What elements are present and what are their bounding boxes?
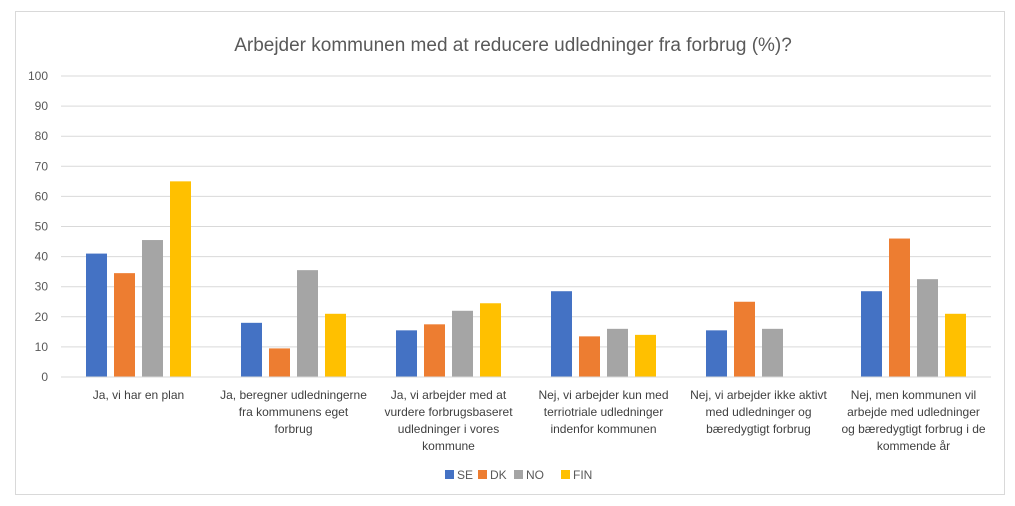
bars	[86, 181, 966, 377]
bar-fin	[945, 313, 966, 377]
bar-se	[396, 330, 417, 377]
bar-se	[86, 253, 107, 377]
x-category-label-line: Nej, men kommunen vil	[851, 388, 976, 402]
y-tick-label: 60	[35, 189, 49, 203]
y-tick-label: 10	[35, 340, 49, 354]
chart-svg: Arbejder kommunen med at reducere udledn…	[28, 35, 991, 482]
x-category-label-line: Nej, vi arbejder ikke aktivt	[690, 388, 827, 402]
x-category-label-line: Nej, vi arbejder kun med	[538, 388, 668, 402]
x-category-label-line: terriotriale udledninger	[544, 405, 663, 419]
bar-no	[917, 279, 938, 377]
bar-fin	[635, 334, 656, 377]
x-category-label-line: fra kommunens eget	[239, 405, 349, 419]
x-category-label-line: udledninger i vores	[398, 422, 499, 436]
x-category-label-line: bæredygtigt forbrug	[706, 422, 811, 436]
bar-se	[551, 291, 572, 377]
legend-label-no: NO	[526, 468, 544, 482]
y-tick-label: 70	[35, 159, 49, 173]
y-tick-label: 40	[35, 250, 49, 264]
bar-se	[861, 291, 882, 377]
x-category-label-line: kommende år	[877, 439, 950, 453]
legend: SE DK NO FIN	[445, 468, 592, 482]
x-category-label-line: indenfor kommunen	[550, 422, 656, 436]
x-category-label: Nej, vi arbejder ikke aktivt med udlednin…	[690, 388, 827, 436]
x-category-label-line: arbejde med udledninger	[847, 405, 980, 419]
bar-dk	[889, 238, 910, 377]
y-tick-label: 30	[35, 280, 49, 294]
chart-frame: Arbejder kommunen med at reducere udledn…	[15, 11, 1005, 495]
bar-dk	[579, 336, 600, 377]
bar-se	[706, 330, 727, 377]
y-tick-label: 90	[35, 99, 49, 113]
legend-swatch-fin	[561, 470, 570, 479]
x-category-label-line: kommune	[422, 439, 475, 453]
x-category-label-line: vurdere forbrugsbaseret	[384, 405, 513, 419]
bar-se	[241, 322, 262, 377]
bar-fin	[480, 303, 501, 377]
x-category-label-line: Ja, vi arbejder med at	[391, 388, 507, 402]
x-category-label-line: og bæredygtigt forbrug i de	[841, 422, 985, 436]
x-category-label-line: med udledninger og	[705, 405, 811, 419]
legend-label-fin: FIN	[573, 468, 592, 482]
gridlines	[61, 75, 991, 348]
legend-label-se: SE	[457, 468, 473, 482]
bar-dk	[114, 273, 135, 377]
legend-swatch-no	[514, 470, 523, 479]
legend-swatch-se	[445, 470, 454, 479]
x-category-label: Ja, vi har en plan	[93, 388, 184, 402]
y-axis-ticks: 0 10 20 30 40 50 60 70 80 90 100	[28, 69, 48, 384]
y-tick-label: 50	[35, 220, 49, 234]
y-tick-label: 80	[35, 129, 49, 143]
category-labels: Ja, vi har en plan Ja, beregner udledning…	[93, 388, 986, 453]
legend-swatch-dk	[478, 470, 487, 479]
bar-dk	[269, 348, 290, 377]
bar-fin	[170, 181, 191, 377]
x-category-label: Ja, beregner udledningerne fra kommunens …	[220, 388, 367, 436]
bar-no	[297, 270, 318, 377]
bar-no	[607, 328, 628, 377]
x-category-label: Ja, vi arbejder med at vurdere forbrugsba…	[384, 388, 513, 453]
y-tick-label: 100	[28, 69, 48, 83]
bar-dk	[734, 301, 755, 377]
bar-no	[142, 240, 163, 377]
bar-no	[452, 310, 473, 377]
x-category-label-line: Ja, beregner udledningerne	[220, 388, 367, 402]
chart-title: Arbejder kommunen med at reducere udledn…	[234, 35, 792, 56]
x-category-label: Nej, men kommunen vil arbejde med udledni…	[841, 388, 985, 453]
y-tick-label: 20	[35, 310, 49, 324]
legend-label-dk: DK	[490, 468, 507, 482]
x-category-label-line: Ja, vi har en plan	[93, 388, 184, 402]
bar-fin	[325, 313, 346, 377]
bar-no	[762, 328, 783, 377]
x-category-label-line: forbrug	[274, 422, 312, 436]
bar-dk	[424, 324, 445, 377]
x-category-label: Nej, vi arbejder kun med terriotriale udl…	[538, 388, 668, 436]
y-tick-label: 0	[41, 370, 48, 384]
